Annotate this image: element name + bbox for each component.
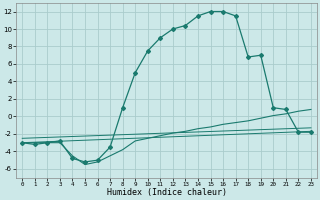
X-axis label: Humidex (Indice chaleur): Humidex (Indice chaleur)	[107, 188, 227, 197]
